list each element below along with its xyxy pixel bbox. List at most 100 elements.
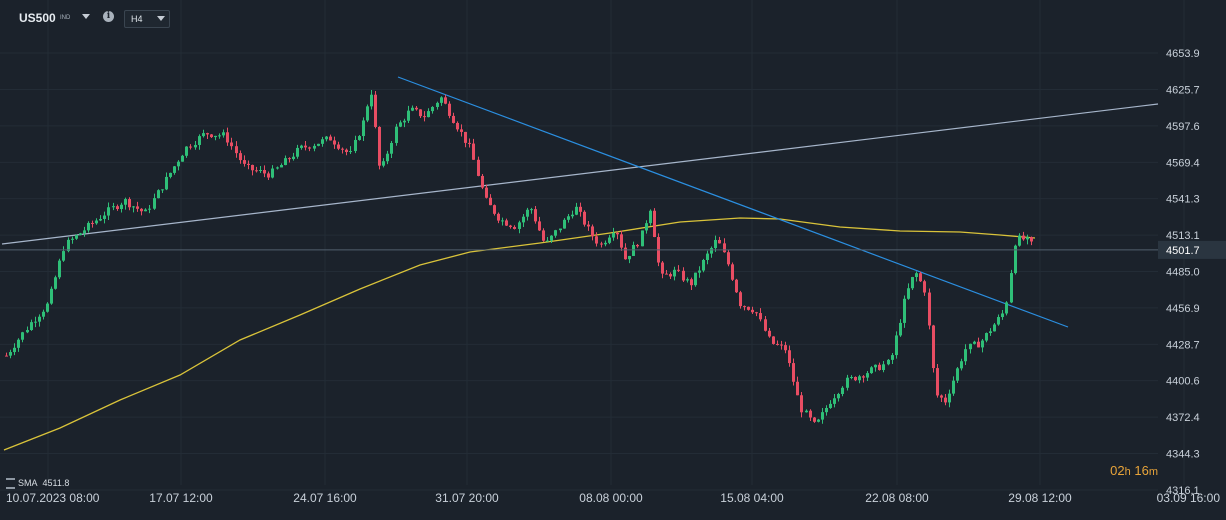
candle-body [71, 238, 74, 240]
candle-body [895, 335, 898, 356]
candle-body [161, 189, 164, 191]
candle-body [411, 107, 414, 111]
candle-body [698, 270, 701, 273]
price-tick-label: 4541.3 [1166, 194, 1200, 206]
candle-body [317, 143, 320, 146]
candle-body [38, 316, 41, 322]
candle-body [595, 236, 598, 244]
candle-body [243, 160, 246, 164]
candle-body [399, 122, 402, 127]
candle-body [575, 206, 578, 215]
candle-body [140, 208, 143, 212]
candle-body [218, 135, 221, 137]
candle-body [862, 376, 865, 378]
candle-body [79, 233, 82, 236]
candle-body [821, 412, 824, 420]
candle-body [91, 222, 94, 224]
candle-body [530, 209, 533, 211]
candle-body [755, 312, 758, 314]
candle-body [181, 155, 184, 162]
price-tick-label: 4316.1 [1166, 485, 1200, 497]
candle-body [813, 417, 816, 422]
sma-legend-value: 4511.8 [42, 478, 70, 488]
candle-body [841, 387, 844, 394]
candle-body [206, 133, 209, 135]
candle-body [198, 136, 201, 145]
candle-body [636, 244, 639, 247]
candle-body [83, 230, 86, 234]
candle-body [710, 248, 713, 254]
candle-body [694, 272, 697, 286]
candle-body [87, 222, 90, 231]
candle-body [13, 347, 16, 353]
candle-body [743, 306, 746, 308]
candle-body [960, 361, 963, 369]
candle-body [1010, 273, 1013, 303]
candle-body [911, 277, 914, 289]
candle-body [136, 206, 139, 209]
candle-body [185, 146, 188, 156]
candle-body [829, 403, 832, 408]
candle-body [468, 142, 471, 144]
symbol-dropdown-chevron-icon[interactable] [82, 14, 90, 19]
candle-body [464, 131, 467, 143]
candle-body [456, 122, 459, 130]
time-tick-label: 29.08 12:00 [1008, 491, 1072, 505]
candle-body [776, 343, 779, 345]
candle-body [833, 398, 836, 404]
candle-body [800, 395, 803, 413]
candle-body [26, 330, 29, 333]
candle-body [304, 145, 307, 148]
time-tick-label: 03.09 16:00 [1157, 491, 1221, 505]
candle-body [390, 142, 393, 154]
candle-body [735, 279, 738, 293]
candle-body [271, 168, 274, 178]
candle-body [928, 292, 931, 326]
candle-body [583, 211, 586, 225]
candle-body [267, 173, 270, 178]
candle-body [144, 209, 147, 212]
timeframe-select[interactable]: H4 [124, 10, 170, 28]
candle-body [546, 240, 549, 242]
candle-body [731, 264, 734, 280]
candle-body [501, 220, 504, 222]
candle-body [718, 239, 721, 244]
sma-legend[interactable]: SMA 4511.8 [6, 478, 70, 490]
candle-body [386, 153, 389, 162]
candle-body [214, 135, 217, 138]
candle-body [477, 159, 480, 176]
candle-body [259, 169, 262, 171]
info-icon[interactable]: i [103, 11, 114, 22]
candle-body [419, 109, 422, 117]
candle-body [395, 126, 398, 143]
time-tick-label: 08.08 00:00 [579, 491, 643, 505]
candle-body [333, 140, 336, 145]
countdown-minutes-unit: m [1148, 466, 1158, 478]
candle-body [608, 237, 611, 243]
candle-body [436, 102, 439, 107]
candle-body [882, 364, 885, 371]
candle-body [665, 273, 668, 275]
candle-body [448, 103, 451, 116]
candle-body [977, 341, 980, 348]
indicator-settings-icon[interactable] [6, 478, 15, 490]
candle-body [526, 209, 529, 217]
price-tick-label: 4428.7 [1166, 339, 1200, 351]
candle-body [981, 340, 984, 348]
time-tick-label: 31.07 20:00 [435, 491, 499, 505]
price-tick-label: 4625.7 [1166, 84, 1200, 96]
ascending-trendline [1, 103, 1159, 245]
candle-body [423, 116, 426, 118]
candle-body [985, 333, 988, 341]
candle-body [563, 219, 566, 229]
candle-body [202, 133, 205, 137]
candle-body [460, 129, 463, 132]
candle-body [858, 376, 861, 381]
symbol-label[interactable]: US500 [19, 11, 56, 25]
candle-body [727, 252, 730, 265]
candle-body [846, 377, 849, 388]
candle-body [415, 107, 418, 110]
candle-body [354, 139, 357, 152]
